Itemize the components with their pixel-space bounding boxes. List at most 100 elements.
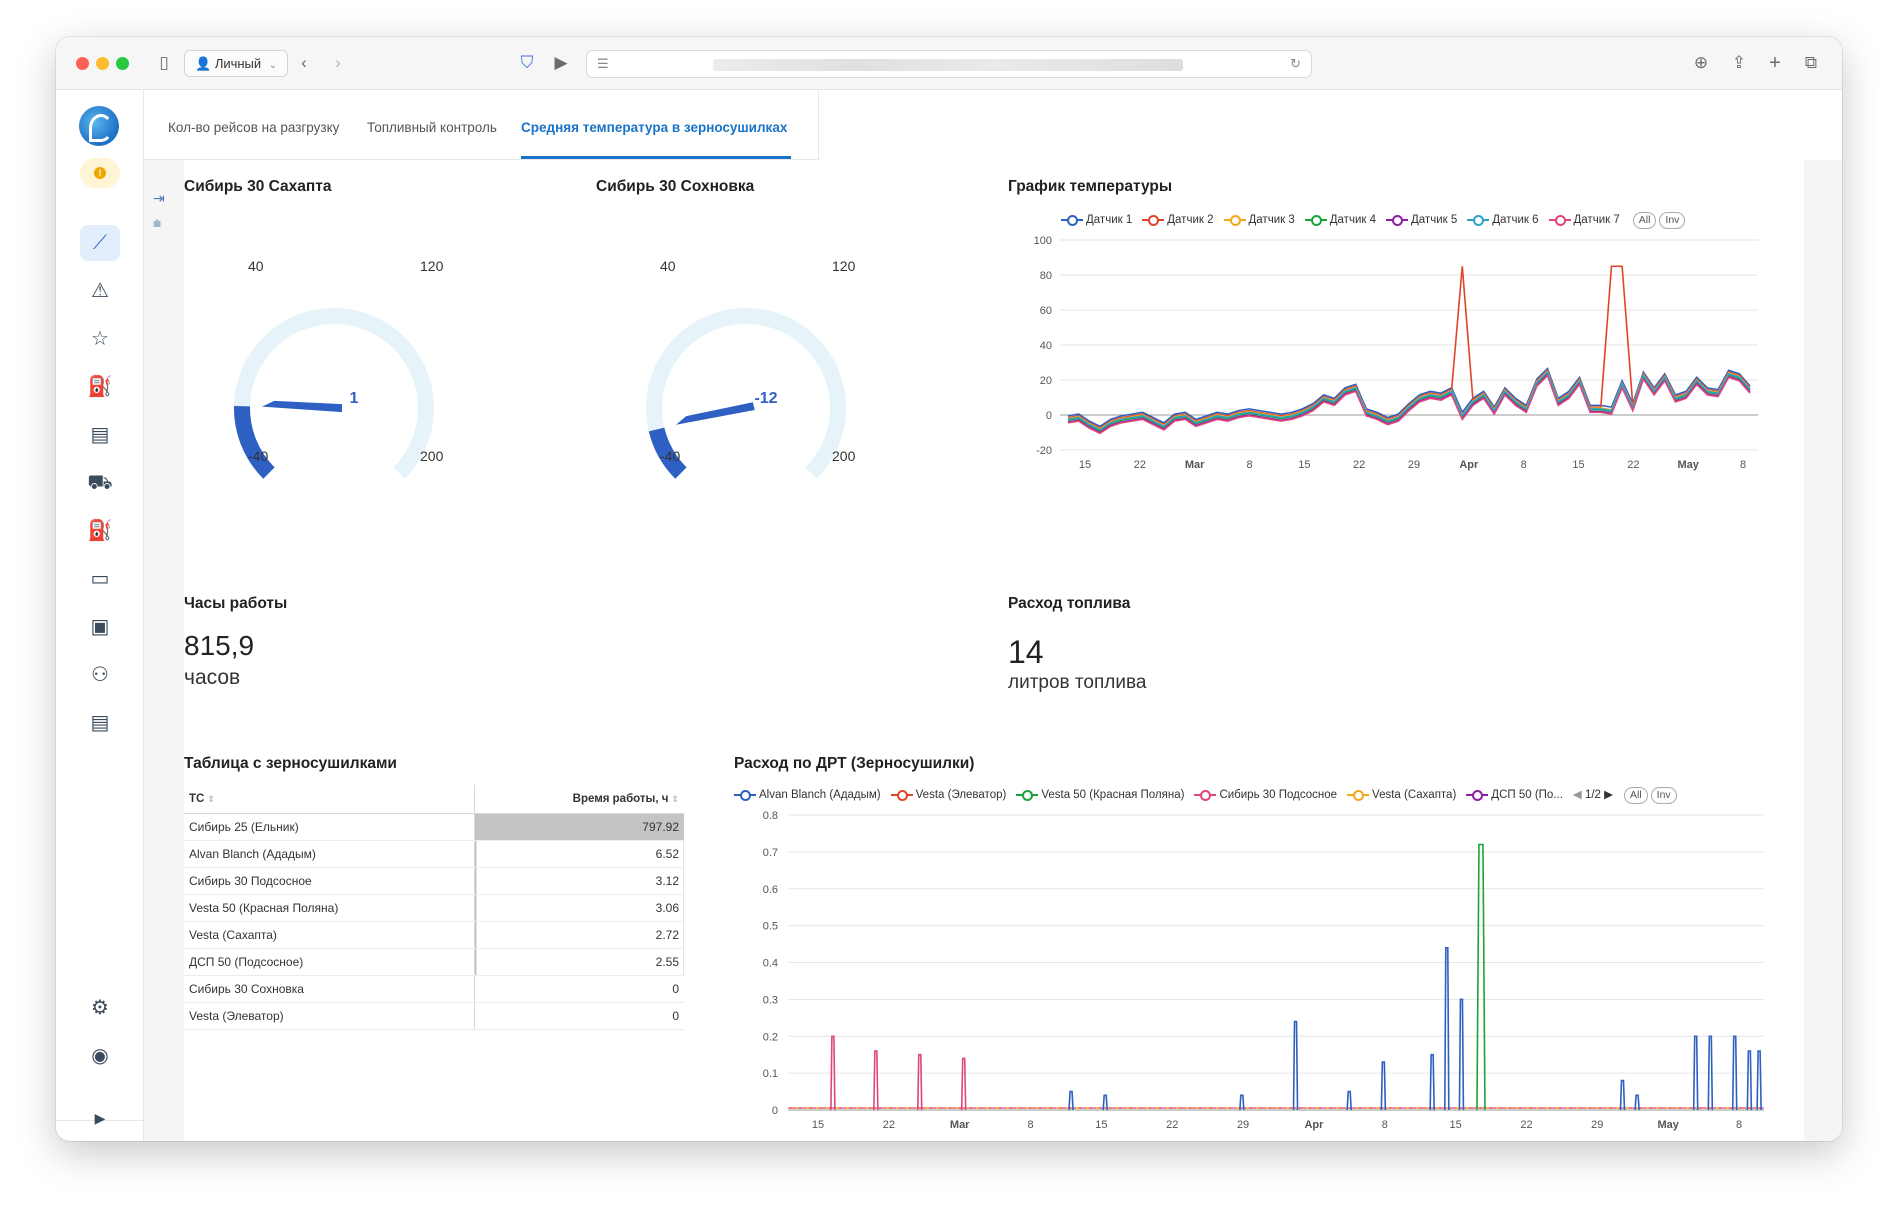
- table-row[interactable]: Vesta (Элеватор) 0: [184, 1002, 684, 1030]
- legend-all-button[interactable]: All: [1632, 212, 1657, 229]
- shield-icon[interactable]: ⛉: [520, 53, 534, 72]
- table-row[interactable]: Alvan Blanch (Ададым) 6.52: [184, 840, 684, 868]
- legend-inverse-button[interactable]: Inv: [1659, 212, 1686, 229]
- legend-marker-icon: [1304, 214, 1327, 226]
- legend-marker-icon: [1016, 789, 1039, 801]
- legend-item[interactable]: Датчик 2: [1142, 214, 1214, 226]
- legend-prev-icon[interactable]: ◀: [1572, 789, 1585, 801]
- x-tick-label: 15: [1079, 459, 1091, 471]
- sidebar-item-profile[interactable]: ◉: [80, 1038, 120, 1074]
- profile-selector[interactable]: 👤 Личный ⌄: [184, 50, 289, 77]
- sidebar-expand-button[interactable]: ▶: [80, 1100, 120, 1136]
- work-time-cell: 0: [474, 1002, 684, 1030]
- legend-item[interactable]: Датчик 5: [1386, 214, 1457, 226]
- y-tick-label: 0.4: [763, 958, 778, 970]
- series-spike: [1239, 1094, 1245, 1111]
- table-row[interactable]: Vesta 50 (Красная Поляна) 3.06: [184, 894, 684, 922]
- zoom-window-button[interactable]: [116, 57, 129, 70]
- sidebar-item-users[interactable]: ⚇: [80, 657, 120, 693]
- sort-icon: ⇕: [207, 793, 215, 804]
- legend-item[interactable]: Датчик 3: [1223, 214, 1295, 226]
- app-logo[interactable]: [79, 106, 119, 146]
- back-icon[interactable]: ‹: [301, 53, 307, 72]
- tab-fuel-control[interactable]: Топливный контроль: [367, 120, 497, 135]
- sidebar-item-alerts[interactable]: ⚠: [80, 273, 120, 309]
- fuel-title: Расход топлива: [1008, 595, 1131, 612]
- collapse-panel-icon[interactable]: ⇥: [153, 190, 165, 206]
- legend-label: Датчик 7: [1573, 214, 1620, 226]
- alert-dot-icon: !: [94, 167, 106, 179]
- series-spike: [1292, 1020, 1299, 1111]
- legend-item[interactable]: Датчик 4: [1304, 214, 1376, 226]
- media-icon[interactable]: ▶: [554, 53, 568, 72]
- sidebar-item-fuel[interactable]: ⛽: [80, 369, 120, 405]
- fuel-unit: литров топлива: [1008, 672, 1147, 693]
- legend-marker-icon: [1061, 214, 1083, 226]
- sidebar-item-cards[interactable]: ▭: [80, 561, 120, 597]
- table-row[interactable]: ДСП 50 (Подсосное) 2.55: [184, 948, 684, 976]
- legend-item[interactable]: Датчик 1: [1061, 214, 1132, 226]
- drt-chart-title: Расход по ДРТ (Зерносушилки): [734, 755, 975, 772]
- reload-icon[interactable]: ↻: [1290, 56, 1301, 71]
- gauge-2-title: Сибирь 30 Сохновка: [596, 178, 755, 195]
- legend-item[interactable]: Alvan Blanch (Ададым): [734, 789, 881, 801]
- table-row[interactable]: Vesta (Сахапта) 2.72: [184, 921, 684, 949]
- legend-item[interactable]: Vesta 50 (Красная Поляна): [1016, 789, 1184, 801]
- url-blurred: [713, 59, 1183, 71]
- minimize-window-button[interactable]: [96, 57, 109, 70]
- legend-item[interactable]: Датчик 6: [1467, 214, 1539, 226]
- sidebar-item-contacts[interactable]: ▣: [80, 609, 120, 645]
- sidebar-item-refuel[interactable]: ⛽: [80, 513, 120, 549]
- legend-item[interactable]: Vesta (Элеватор): [890, 789, 1006, 801]
- vehicle-name-cell: Сибирь 30 Сохновка: [184, 975, 475, 1003]
- legend-item[interactable]: Vesta (Сахапта): [1347, 789, 1456, 801]
- series-spike: [1429, 1053, 1435, 1111]
- column-header-work-time[interactable]: Время работы, ч ⇕: [474, 785, 684, 814]
- sidebar-item-favorites[interactable]: ☆: [80, 321, 120, 357]
- legend-item[interactable]: ДСП 50 (По...: [1466, 789, 1563, 801]
- sidebar-item-settings[interactable]: ⚙: [80, 990, 120, 1026]
- series-spike: [916, 1053, 923, 1111]
- legend-all-button[interactable]: All: [1624, 787, 1648, 804]
- sidebar-toggle-icon[interactable]: ▯: [159, 53, 169, 72]
- truck-icon: ⛟: [87, 472, 113, 494]
- chevron-down-icon: ⌄: [268, 60, 278, 71]
- y-tick-label: 0.3: [763, 994, 778, 1006]
- tab-trips[interactable]: Кол-во рейсов на разгрузку: [168, 120, 340, 135]
- x-tick-label: 22: [1627, 459, 1639, 471]
- series-spike: [1476, 843, 1486, 1111]
- y-tick-label: 80: [1040, 270, 1052, 282]
- close-window-button[interactable]: [76, 57, 89, 70]
- new-tab-icon[interactable]: +: [1769, 52, 1781, 74]
- legend-label: Vesta (Сахапта): [1372, 789, 1457, 801]
- tabs-overview-icon[interactable]: ⧉: [1804, 53, 1818, 72]
- x-tick-label: Apr: [1304, 1119, 1324, 1131]
- sidebar-item-reports[interactable]: ▤: [80, 417, 120, 453]
- app-sidebar: ! ⟋ ⚠ ☆ ⛽ ▤ ⛟ ⛽ ▭ ▣ ⚇ ▤ ⚙ ◉ ▶: [56, 90, 144, 1141]
- document-icon: ▤: [90, 424, 110, 446]
- x-tick-label: 22: [1134, 459, 1146, 471]
- notification-badge[interactable]: !: [80, 158, 120, 188]
- legend-item[interactable]: Датчик 7: [1548, 214, 1620, 226]
- table-row[interactable]: Сибирь 30 Сохновка 0: [184, 975, 684, 1003]
- drt-chart[interactable]: 0.8 0.7 0.6 0.5 0.4 0.3 0.2 0.1 0 15 22 Mar 8 15 22 29 A…: [734, 805, 1774, 1140]
- sidebar-item-documents[interactable]: ▤: [80, 705, 120, 741]
- share-icon[interactable]: ⇪: [1731, 53, 1747, 72]
- filter-icon[interactable]: ⩧: [153, 215, 162, 231]
- address-bar[interactable]: ☰ ↻: [586, 50, 1312, 78]
- sidebar-item-analytics[interactable]: ⟋: [80, 225, 120, 261]
- table-row[interactable]: Сибирь 25 (Ельник) 797.92: [184, 813, 684, 841]
- tab-avg-temperature[interactable]: Средняя температура в зерносушилках: [521, 120, 788, 135]
- column-header-vehicle[interactable]: ТС ⇕: [184, 785, 475, 814]
- download-icon[interactable]: ⊕: [1693, 53, 1709, 72]
- temperature-chart[interactable]: 100 80 60 40 20 0 -20 15 22 Mar 8 15 22 29 Apr 8 15 22 May…: [1008, 230, 1768, 475]
- hours-value: 815,9: [184, 630, 255, 661]
- forward-icon[interactable]: ›: [335, 53, 341, 72]
- legend-next-icon[interactable]: ▶: [1600, 789, 1613, 801]
- legend-item[interactable]: Сибирь 30 Подсосное: [1194, 789, 1337, 801]
- gauge-1-tick-40: 40: [248, 258, 264, 274]
- table-row[interactable]: Сибирь 30 Подсосное 3.12: [184, 867, 684, 895]
- sidebar-item-vehicles[interactable]: ⛟: [80, 465, 120, 501]
- x-tick-label: May: [1657, 1119, 1679, 1131]
- legend-inverse-button[interactable]: Inv: [1650, 787, 1677, 804]
